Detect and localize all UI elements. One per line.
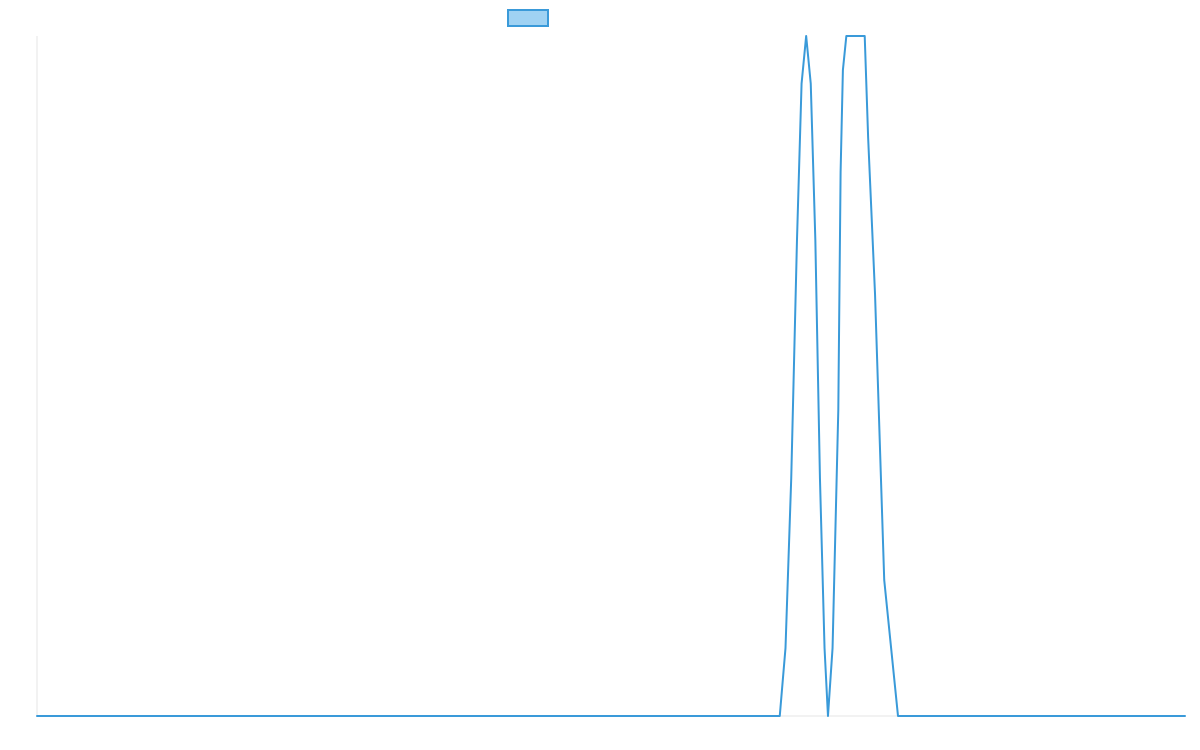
- legend-swatch[interactable]: [507, 9, 549, 27]
- legend: [507, 9, 549, 27]
- series-line[interactable]: [36, 35, 1186, 717]
- series-group: [36, 35, 1186, 717]
